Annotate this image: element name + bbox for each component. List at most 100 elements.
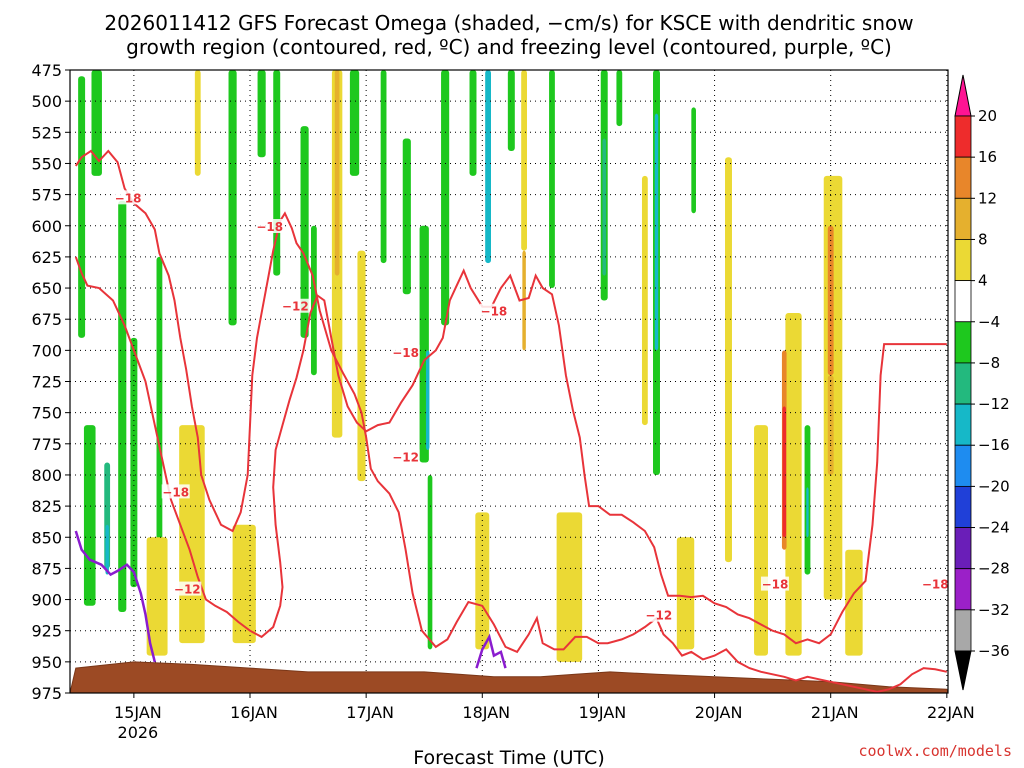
y-tick-label-875: 875 bbox=[31, 559, 62, 578]
colorbar-label-13: −36 bbox=[978, 642, 1010, 660]
x-tick-label-15JAN: 15JAN bbox=[114, 703, 162, 722]
y-axis: 475 500 525 550 575 600 625 650 675 700 725 750 775 8… bbox=[31, 61, 70, 703]
omega-shade-47 bbox=[782, 406, 786, 538]
colorbar-bottom-arrow bbox=[954, 650, 972, 691]
contour-label-bg-5 bbox=[161, 484, 190, 499]
x-tick-label-16JAN: 16JAN bbox=[230, 703, 278, 722]
contour-label-bg-10 bbox=[921, 576, 950, 591]
contour-layer bbox=[74, 149, 948, 693]
omega-shade-2 bbox=[83, 425, 96, 606]
omega-shade-27 bbox=[469, 70, 477, 176]
chart-title-line-1: 2026011412 GFS Forecast Omega (shaded, −… bbox=[104, 11, 913, 35]
colorbar-label-5: −4 bbox=[978, 313, 1000, 331]
y-tick-label-700: 700 bbox=[31, 341, 62, 360]
contour-label-9: −18 bbox=[762, 578, 789, 592]
colorbar-label-12: −32 bbox=[978, 601, 1010, 619]
omega-shade-34 bbox=[556, 512, 583, 662]
colorbar-segment-8 bbox=[954, 444, 972, 487]
y-tick-label-625: 625 bbox=[31, 248, 62, 267]
colorbar-segment-10 bbox=[954, 527, 972, 570]
omega-shade-32 bbox=[522, 250, 526, 351]
x-tick-sublabel-2026: 2026 bbox=[118, 723, 159, 742]
omega-shade-11 bbox=[228, 70, 237, 326]
contour-label-7: −18 bbox=[481, 305, 508, 319]
omega-shade-44 bbox=[754, 425, 768, 656]
contour-label-bg-6 bbox=[173, 581, 202, 596]
y-tick-label-775: 775 bbox=[31, 435, 62, 454]
colorbar-segment-4 bbox=[954, 280, 972, 323]
terrain-layer bbox=[69, 661, 949, 694]
omega-shade-45 bbox=[785, 312, 802, 656]
y-tick-label-725: 725 bbox=[31, 373, 62, 392]
omega-shade-24 bbox=[425, 350, 430, 451]
y-tick-label-550: 550 bbox=[31, 154, 62, 173]
red-contour-upper-dgz-boundary bbox=[74, 149, 948, 693]
colorbar-label-11: −28 bbox=[978, 560, 1010, 578]
omega-shade-43 bbox=[725, 157, 732, 563]
colorbar-label-2: 12 bbox=[978, 189, 997, 207]
contour-labels: −18 −18 −12 −18 −12 −18 −12 −18 −12 −18 −18 bbox=[114, 190, 950, 623]
omega-shade-36 bbox=[602, 138, 606, 276]
omega-shade-5 bbox=[118, 200, 127, 613]
y-tick-label-900: 900 bbox=[31, 591, 62, 610]
y-tick-label-825: 825 bbox=[31, 497, 62, 516]
omega-shade-25 bbox=[441, 70, 450, 326]
colorbar-segment-6 bbox=[954, 362, 972, 405]
y-tick-label-500: 500 bbox=[31, 92, 62, 111]
y-tick-label-975: 975 bbox=[31, 684, 62, 703]
omega-shading bbox=[78, 70, 863, 662]
contour-label-bg-0 bbox=[114, 190, 143, 205]
omega-shade-41 bbox=[676, 537, 695, 650]
colorbar-label-4: 4 bbox=[978, 272, 988, 290]
contour-label-5: −18 bbox=[162, 485, 189, 499]
omega-shade-22 bbox=[402, 138, 411, 295]
chart-title-line-2: growth region (contoured, red, ºC) and f… bbox=[126, 35, 892, 59]
colorbar-top-arrow bbox=[954, 74, 972, 117]
contour-label-4: −12 bbox=[392, 451, 419, 465]
y-tick-label-925: 925 bbox=[31, 622, 62, 641]
y-tick-label-950: 950 bbox=[31, 653, 62, 672]
omega-shade-38 bbox=[641, 175, 648, 426]
colorbar-label-7: −12 bbox=[978, 395, 1010, 413]
y-tick-label-650: 650 bbox=[31, 279, 62, 298]
colorbar-label-9: −20 bbox=[978, 477, 1010, 495]
y-tick-label-575: 575 bbox=[31, 186, 62, 205]
omega-shade-15 bbox=[300, 126, 309, 338]
y-tick-label-850: 850 bbox=[31, 528, 62, 547]
colorbar-segment-1 bbox=[954, 156, 972, 199]
omega-shade-18 bbox=[334, 70, 340, 276]
omega-shade-37 bbox=[616, 70, 623, 127]
contour-label-0: −18 bbox=[115, 191, 142, 205]
omega-shade-33 bbox=[549, 70, 555, 289]
x-axis-label: Forecast Time (UTC) bbox=[413, 747, 604, 768]
omega-shade-21 bbox=[380, 70, 387, 264]
terrain-surface bbox=[69, 661, 949, 694]
contour-label-bg-3 bbox=[391, 344, 420, 359]
colorbar-segment-7 bbox=[954, 403, 972, 446]
colorbar-segment-12 bbox=[954, 609, 972, 652]
colorbar-segment-2 bbox=[954, 197, 972, 240]
y-tick-label-800: 800 bbox=[31, 466, 62, 485]
omega-shade-6 bbox=[130, 337, 138, 588]
omega-shade-1 bbox=[91, 70, 102, 176]
contour-label-10: −18 bbox=[922, 578, 949, 592]
x-tick-label-20JAN: 20JAN bbox=[695, 703, 743, 722]
contour-label-6: −12 bbox=[174, 583, 201, 597]
colorbar-label-3: 8 bbox=[978, 230, 988, 248]
colorbar-label-6: −8 bbox=[978, 354, 1000, 372]
colorbar-segment-11 bbox=[954, 568, 972, 611]
omega-shade-31 bbox=[521, 70, 528, 251]
contour-label-bg-7 bbox=[479, 303, 508, 318]
contour-label-bg-8 bbox=[644, 607, 673, 622]
omega-shade-19 bbox=[357, 250, 366, 482]
omega-shade-7 bbox=[156, 256, 163, 563]
contour-label-3: −18 bbox=[392, 346, 419, 360]
omega-shade-16 bbox=[310, 225, 317, 376]
omega-shade-28 bbox=[485, 70, 491, 264]
omega-shade-20 bbox=[349, 70, 360, 176]
colorbar-label-0: 20 bbox=[978, 107, 997, 125]
omega-shade-13 bbox=[257, 70, 266, 158]
omega-shade-8 bbox=[146, 537, 168, 656]
x-tick-label-22JAN: 22JAN bbox=[927, 703, 975, 722]
